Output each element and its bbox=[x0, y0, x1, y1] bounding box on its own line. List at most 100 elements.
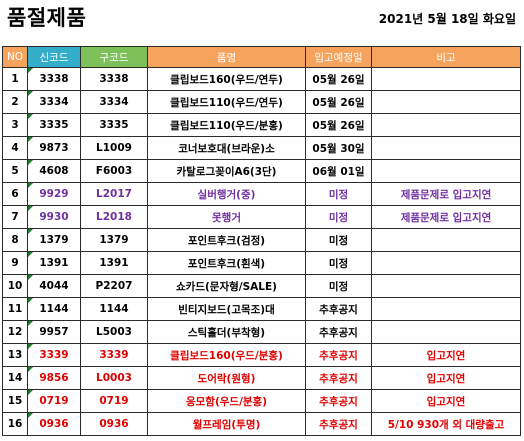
eta-cell[interactable]: 추후공지 bbox=[305, 343, 372, 367]
product-name-cell[interactable]: 포인트후크(검정) bbox=[147, 228, 306, 252]
eta-cell[interactable]: 05월 26일 bbox=[305, 67, 372, 91]
product-name-cell[interactable]: 도어락(원형) bbox=[147, 366, 306, 390]
note-cell[interactable] bbox=[371, 159, 521, 183]
column-header-new-code[interactable]: 신코드 bbox=[27, 46, 81, 68]
row-number-cell[interactable]: 14 bbox=[2, 366, 28, 390]
eta-cell[interactable]: 미정 bbox=[305, 274, 372, 298]
note-cell[interactable]: 입고지연 bbox=[371, 366, 521, 390]
note-cell[interactable]: 제품문제로 입고지연 bbox=[371, 182, 521, 206]
row-number-cell[interactable]: 1 bbox=[2, 67, 28, 91]
product-name-cell[interactable]: 카탈로그꽂이A6(3단) bbox=[147, 159, 306, 183]
new-code-cell[interactable]: 4608 bbox=[27, 159, 81, 183]
row-number-cell[interactable]: 15 bbox=[2, 389, 28, 413]
column-header-note[interactable]: 비고 bbox=[371, 46, 521, 68]
table-row[interactable]: 10 4044 P2207 쇼카드(문자형/SALE) 미정 bbox=[2, 274, 521, 298]
new-code-cell[interactable]: 0936 bbox=[27, 412, 81, 436]
note-cell[interactable] bbox=[371, 90, 521, 114]
column-header-old-code[interactable]: 구코드 bbox=[80, 46, 148, 68]
note-cell[interactable] bbox=[371, 113, 521, 137]
note-cell[interactable] bbox=[371, 136, 521, 160]
row-number-cell[interactable]: 8 bbox=[2, 228, 28, 252]
note-cell[interactable]: 입고지연 bbox=[371, 343, 521, 367]
note-cell[interactable]: 5/10 930개 외 대량출고 bbox=[371, 412, 521, 436]
old-code-cell[interactable]: P2207 bbox=[80, 274, 148, 298]
table-row[interactable]: 3 3335 3335 클립보드110(우드/분홍) 05월 26일 bbox=[2, 113, 521, 137]
row-number-cell[interactable]: 4 bbox=[2, 136, 28, 160]
table-row[interactable]: 5 4608 F6003 카탈로그꽂이A6(3단) 06월 01일 bbox=[2, 159, 521, 183]
row-number-cell[interactable]: 5 bbox=[2, 159, 28, 183]
old-code-cell[interactable]: 0936 bbox=[80, 412, 148, 436]
old-code-cell[interactable]: L5003 bbox=[80, 320, 148, 344]
eta-cell[interactable]: 06월 01일 bbox=[305, 159, 372, 183]
row-number-cell[interactable]: 11 bbox=[2, 297, 28, 321]
product-name-cell[interactable]: 코너보호대(브라운)소 bbox=[147, 136, 306, 160]
row-number-cell[interactable]: 12 bbox=[2, 320, 28, 344]
product-name-cell[interactable]: 실버행거(중) bbox=[147, 182, 306, 206]
product-name-cell[interactable]: 클립보드160(우드/분홍) bbox=[147, 343, 306, 367]
eta-cell[interactable]: 추후공지 bbox=[305, 412, 372, 436]
row-number-cell[interactable]: 6 bbox=[2, 182, 28, 206]
new-code-cell[interactable]: 3338 bbox=[27, 67, 81, 91]
product-name-cell[interactable]: 빈티지보드(고목조)대 bbox=[147, 297, 306, 321]
eta-cell[interactable]: 추후공지 bbox=[305, 297, 372, 321]
product-name-cell[interactable]: 못행거 bbox=[147, 205, 306, 229]
old-code-cell[interactable]: 3338 bbox=[80, 67, 148, 91]
eta-cell[interactable]: 미정 bbox=[305, 251, 372, 275]
new-code-cell[interactable]: 3334 bbox=[27, 90, 81, 114]
new-code-cell[interactable]: 9929 bbox=[27, 182, 81, 206]
row-number-cell[interactable]: 2 bbox=[2, 90, 28, 114]
table-row[interactable]: 1 3338 3338 클립보드160(우드/연두) 05월 26일 bbox=[2, 67, 521, 91]
new-code-cell[interactable]: 4044 bbox=[27, 274, 81, 298]
product-name-cell[interactable]: 스틱홀더(부착형) bbox=[147, 320, 306, 344]
table-row[interactable]: 11 1144 1144 빈티지보드(고목조)대 추후공지 bbox=[2, 297, 521, 321]
note-cell[interactable] bbox=[371, 67, 521, 91]
new-code-cell[interactable]: 9856 bbox=[27, 366, 81, 390]
table-row[interactable]: 14 9856 L0003 도어락(원형) 추후공지 입고지연 bbox=[2, 366, 521, 390]
note-cell[interactable]: 제품문제로 입고지연 bbox=[371, 205, 521, 229]
row-number-cell[interactable]: 3 bbox=[2, 113, 28, 137]
old-code-cell[interactable]: L1009 bbox=[80, 136, 148, 160]
new-code-cell[interactable]: 1379 bbox=[27, 228, 81, 252]
new-code-cell[interactable]: 1391 bbox=[27, 251, 81, 275]
table-row[interactable]: 9 1391 1391 포인트후크(흰색) 미정 bbox=[2, 251, 521, 275]
column-header-product-name[interactable]: 품명 bbox=[147, 46, 306, 68]
old-code-cell[interactable]: 1391 bbox=[80, 251, 148, 275]
row-number-cell[interactable]: 7 bbox=[2, 205, 28, 229]
row-number-cell[interactable]: 9 bbox=[2, 251, 28, 275]
table-row[interactable]: 8 1379 1379 포인트후크(검정) 미정 bbox=[2, 228, 521, 252]
eta-cell[interactable]: 추후공지 bbox=[305, 366, 372, 390]
product-name-cell[interactable]: 클립보드110(우드/연두) bbox=[147, 90, 306, 114]
product-name-cell[interactable]: 포인트후크(흰색) bbox=[147, 251, 306, 275]
product-name-cell[interactable]: 클립보드160(우드/연두) bbox=[147, 67, 306, 91]
eta-cell[interactable]: 추후공지 bbox=[305, 320, 372, 344]
old-code-cell[interactable]: F6003 bbox=[80, 159, 148, 183]
note-cell[interactable] bbox=[371, 228, 521, 252]
old-code-cell[interactable]: 3334 bbox=[80, 90, 148, 114]
note-cell[interactable] bbox=[371, 297, 521, 321]
table-row[interactable]: 2 3334 3334 클립보드110(우드/연두) 05월 26일 bbox=[2, 90, 521, 114]
table-row[interactable]: 12 9957 L5003 스틱홀더(부착형) 추후공지 bbox=[2, 320, 521, 344]
new-code-cell[interactable]: 9957 bbox=[27, 320, 81, 344]
new-code-cell[interactable]: 3335 bbox=[27, 113, 81, 137]
eta-cell[interactable]: 추후공지 bbox=[305, 389, 372, 413]
table-row[interactable]: 16 0936 0936 월프레임(투명) 추후공지 5/10 930개 외 대량출고 bbox=[2, 412, 521, 436]
new-code-cell[interactable]: 9873 bbox=[27, 136, 81, 160]
old-code-cell[interactable]: L2018 bbox=[80, 205, 148, 229]
table-row[interactable]: 7 9930 L2018 못행거 미정 제품문제로 입고지연 bbox=[2, 205, 521, 229]
old-code-cell[interactable]: L0003 bbox=[80, 366, 148, 390]
new-code-cell[interactable]: 3339 bbox=[27, 343, 81, 367]
row-number-cell[interactable]: 16 bbox=[2, 412, 28, 436]
old-code-cell[interactable]: 0719 bbox=[80, 389, 148, 413]
eta-cell[interactable]: 05월 26일 bbox=[305, 113, 372, 137]
note-cell[interactable] bbox=[371, 251, 521, 275]
note-cell[interactable] bbox=[371, 274, 521, 298]
table-row[interactable]: 15 0719 0719 응모함(우드/분홍) 추후공지 입고지연 bbox=[2, 389, 521, 413]
new-code-cell[interactable]: 1144 bbox=[27, 297, 81, 321]
column-header-no[interactable]: NO bbox=[2, 46, 28, 68]
eta-cell[interactable]: 미정 bbox=[305, 182, 372, 206]
old-code-cell[interactable]: 3339 bbox=[80, 343, 148, 367]
old-code-cell[interactable]: L2017 bbox=[80, 182, 148, 206]
eta-cell[interactable]: 미정 bbox=[305, 228, 372, 252]
product-name-cell[interactable]: 쇼카드(문자형/SALE) bbox=[147, 274, 306, 298]
note-cell[interactable]: 입고지연 bbox=[371, 389, 521, 413]
